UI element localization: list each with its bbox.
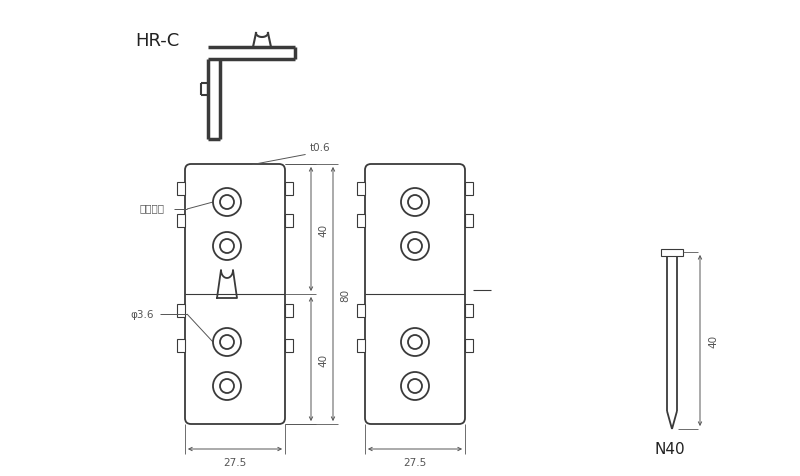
Bar [285,183,293,196]
Bar [357,304,365,317]
Text: t0.6: t0.6 [310,143,330,153]
FancyBboxPatch shape [365,165,465,424]
Text: 27.5: 27.5 [403,457,426,467]
Bar [465,339,473,352]
Bar [177,304,185,317]
Text: HR-C: HR-C [135,32,179,50]
Bar [177,183,185,196]
Bar [465,304,473,317]
Bar [177,339,185,352]
Text: 27.5: 27.5 [223,457,246,467]
Text: 80: 80 [340,288,350,301]
Bar [465,183,473,196]
Text: N40: N40 [654,442,685,456]
Text: 40: 40 [318,353,328,366]
Bar [357,215,365,228]
FancyBboxPatch shape [185,165,285,424]
Text: 40: 40 [318,223,328,236]
Bar [465,215,473,228]
Text: φ3.6: φ3.6 [130,309,154,319]
Bar [357,183,365,196]
Bar [177,215,185,228]
Bar [285,215,293,228]
Bar [661,249,683,257]
Bar [357,339,365,352]
Bar [285,304,293,317]
Text: エンボス: エンボス [140,203,165,213]
Text: 40: 40 [708,334,718,347]
Bar [285,339,293,352]
